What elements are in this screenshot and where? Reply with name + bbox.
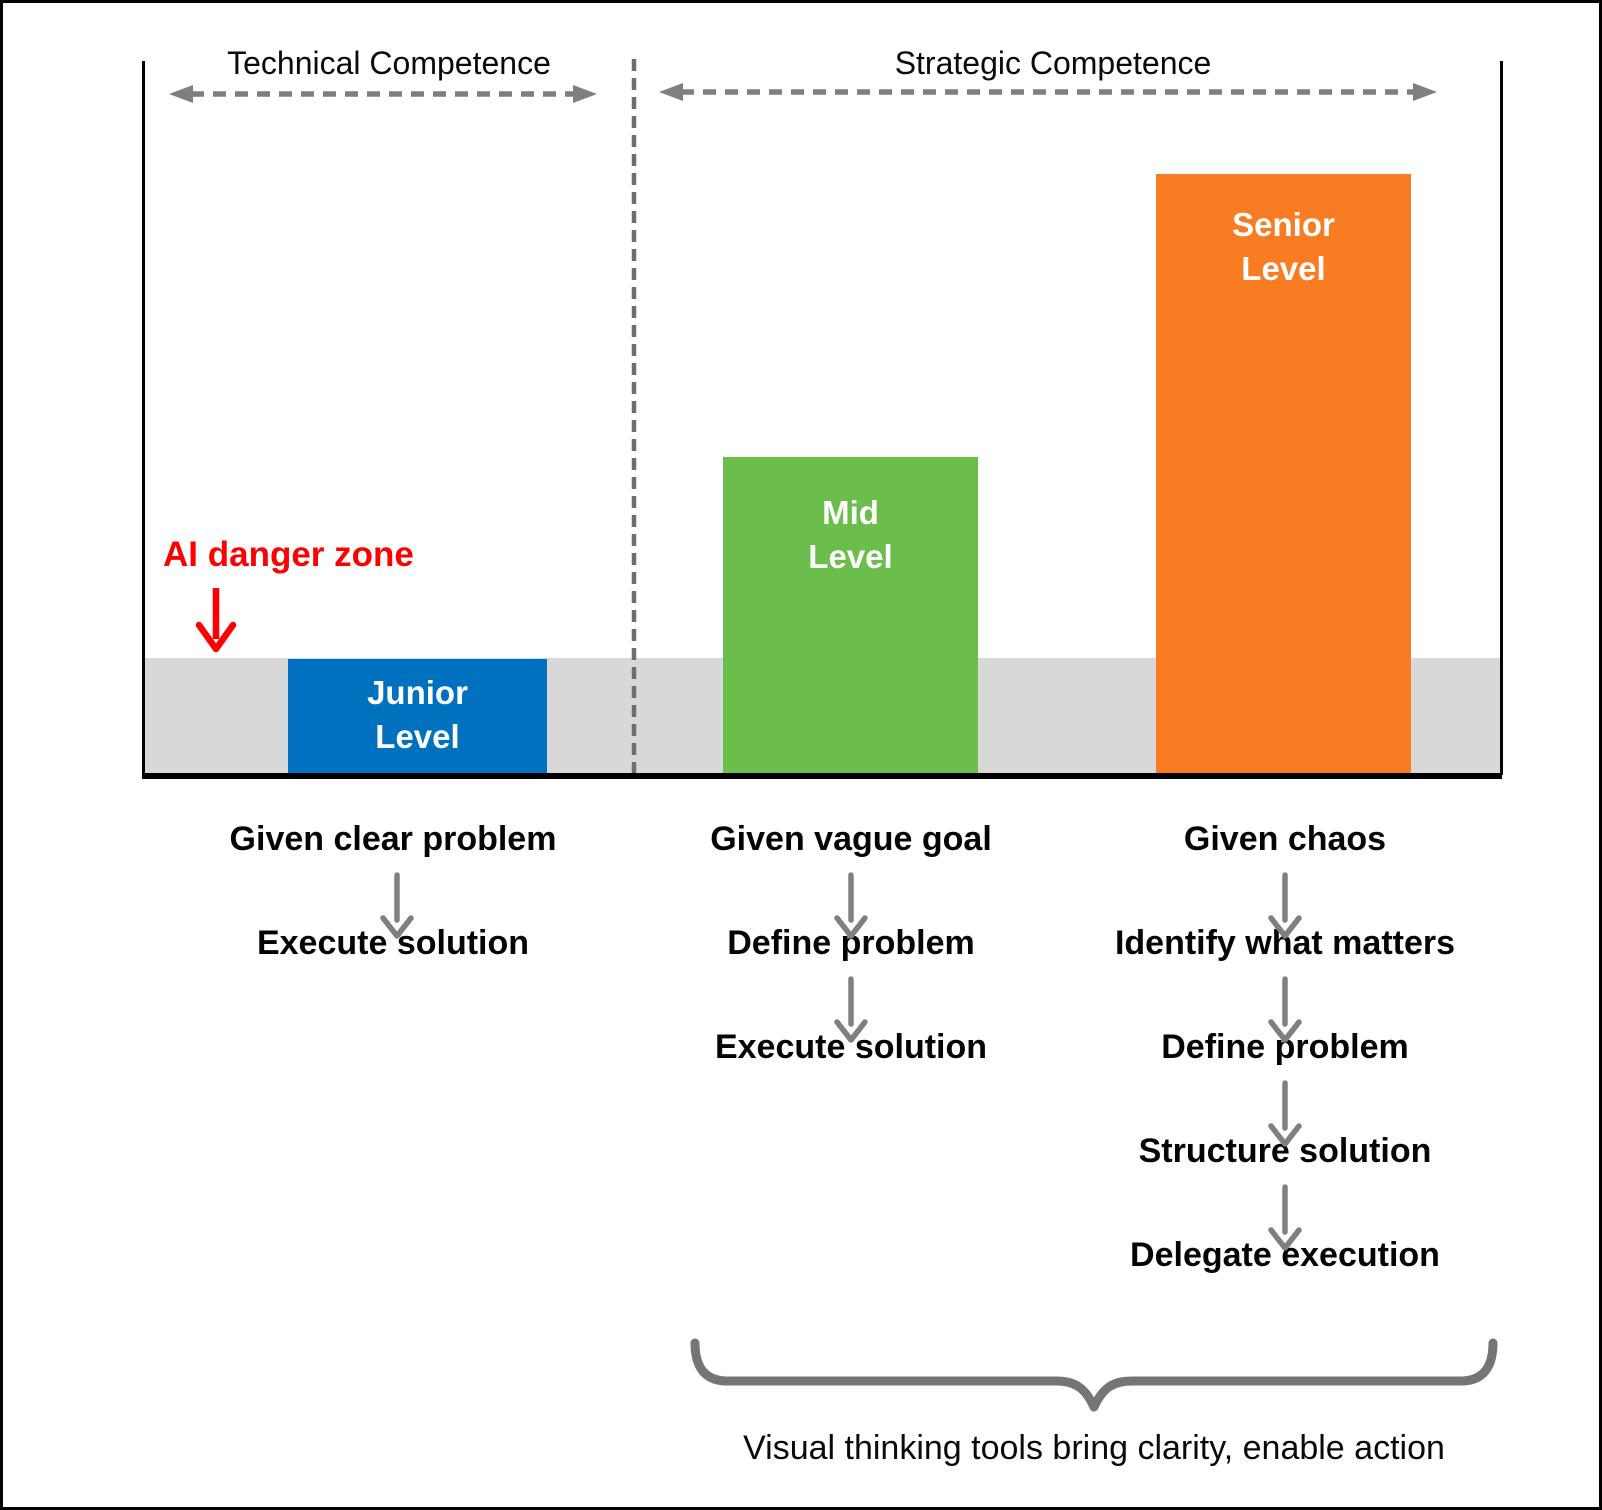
flow-senior-step-3: Define problem	[1161, 1028, 1409, 1066]
strategic-competence-arrow-icon	[659, 83, 1437, 101]
left-axis	[142, 61, 145, 775]
strategic-competence-label: Strategic Competence	[894, 45, 1212, 81]
technical-competence-label: Technical Competence	[227, 45, 551, 81]
flow-senior-step-5: Delegate execution	[1130, 1236, 1440, 1274]
junior-bar-label-line2: Level	[375, 718, 460, 755]
senior-bar-label-line2: Level	[1241, 250, 1326, 287]
flow-senior-step-2: Identify what matters	[1114, 924, 1456, 962]
flow-senior-step-1: Given chaos	[1183, 820, 1387, 858]
senior-bar-label-line1: Senior	[1232, 206, 1335, 243]
bottom-axis	[142, 772, 1502, 779]
brace-caption: Visual thinking tools bring clarity, ena…	[743, 1429, 1445, 1467]
flow-senior-step-4: Structure solution	[1138, 1132, 1432, 1170]
senior-level-bar: Senior Level	[1156, 174, 1411, 773]
right-axis	[1500, 61, 1503, 775]
mid-bar-label-line2: Level	[808, 538, 893, 575]
brace-icon	[690, 1338, 1498, 1412]
ai-danger-zone-label: AI danger zone	[163, 535, 414, 574]
junior-bar-label-line1: Junior	[367, 674, 468, 711]
mid-level-bar: Mid Level	[723, 457, 978, 773]
junior-level-bar: Junior Level	[288, 659, 547, 773]
flow-junior-step-1: Given clear problem	[229, 820, 557, 858]
flow-mid-step-1: Given vague goal	[710, 820, 992, 858]
mid-bar-label-line1: Mid	[822, 494, 879, 531]
technical-competence-arrow-icon	[169, 85, 597, 103]
danger-zone-arrow-icon	[195, 588, 237, 653]
